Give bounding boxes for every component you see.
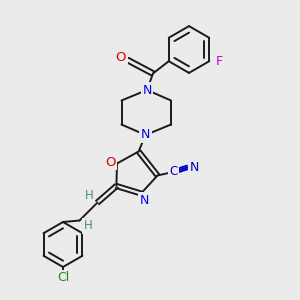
Text: N: N: [141, 128, 150, 142]
Text: O: O: [105, 155, 116, 169]
Text: N: N: [139, 194, 149, 207]
Text: N: N: [142, 83, 152, 97]
Text: F: F: [216, 55, 223, 68]
Text: O: O: [116, 51, 126, 64]
Text: C: C: [169, 165, 177, 178]
Text: H: H: [85, 189, 94, 203]
Text: Cl: Cl: [57, 271, 69, 284]
Text: H: H: [83, 219, 92, 232]
Text: N: N: [189, 161, 199, 174]
